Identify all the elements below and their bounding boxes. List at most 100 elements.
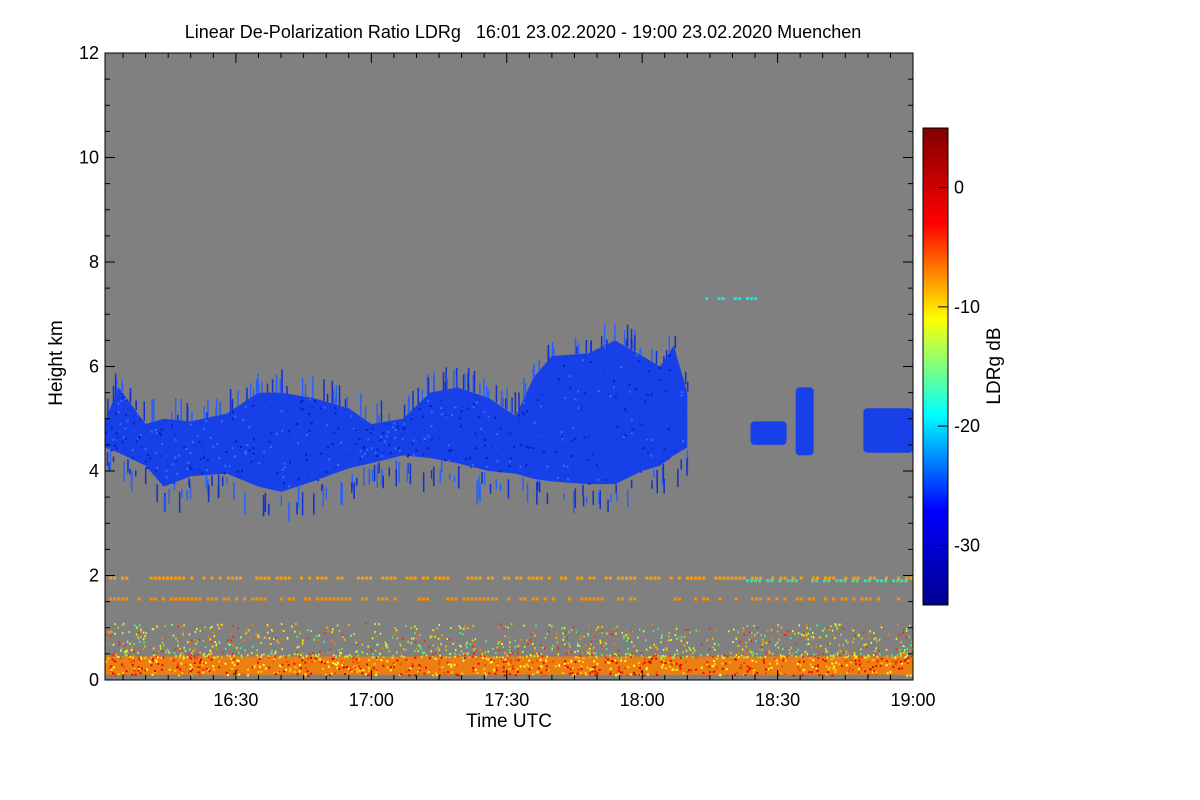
scatter-speck [588,650,591,653]
aerosol-speck [474,668,477,671]
cloud-speck [471,463,474,466]
scatter-speck [794,642,797,645]
scatter-speck [593,652,595,655]
aerosol-speck [232,658,235,661]
scatter-speck [747,655,749,658]
scatter-speck [202,654,205,657]
scatter-speck [576,642,579,645]
scatter-speck [757,656,760,659]
cloud-speck [448,458,451,461]
aerosol-speck [121,662,124,665]
scatter-speck [898,633,901,636]
cloud-speck [546,393,549,396]
cloud-streak [445,367,447,390]
aerosol-speck [375,656,378,659]
aerosol-speck [432,674,435,677]
scatter-speck [878,638,881,641]
aerosol-speck [409,667,412,670]
cloud-speck [199,457,202,460]
cloud-speck [402,426,405,429]
layer-speck [174,597,178,601]
layer-speck [153,597,157,601]
aerosol-speck [609,670,612,673]
cloud-streak [653,469,655,478]
cloud-speck [440,413,443,416]
cloud-streak [633,335,636,352]
scatter-speck [298,645,300,648]
cloud-speck [183,446,186,449]
scatter-speck [299,631,301,634]
scatter-speck [301,652,304,655]
scatter-speck [385,643,387,646]
scatter-speck [152,654,155,657]
scatter-speck [236,627,239,630]
cloud-speck [248,449,251,452]
aerosol-speck [201,664,204,667]
scatter-speck [294,654,297,657]
scatter-speck [226,653,229,656]
scatter-speck [502,645,505,648]
scatter-speck [860,652,862,655]
cloud-speck [564,397,567,400]
cloud-streak [264,492,267,511]
cloud-speck [231,417,234,420]
scatter-speck [592,646,595,649]
scatter-speck [108,642,111,645]
cloud-speck [300,396,303,399]
cloud-speck [218,457,221,460]
scatter-speck [802,634,804,637]
cloud-speck [233,455,236,458]
scatter-speck [661,656,664,659]
cloud-streak [217,474,220,499]
scatter-speck [868,655,870,658]
scatter-speck [384,641,386,644]
scatter-speck [183,646,185,649]
cloud-speck [124,427,127,430]
cloud-streak [233,482,235,501]
aerosol-speck [643,658,646,661]
cloud-speck [508,433,511,436]
layer-speck [259,576,263,580]
scatter-speck [908,624,911,627]
cloud-streak [536,481,538,505]
scatter-speck [232,644,234,647]
aerosol-speck [149,661,152,664]
aerosol-speck [799,664,802,667]
aerosol-speck [172,659,175,662]
aerosol-speck [112,666,115,669]
scatter-speck [577,644,579,647]
scatter-speck [526,655,528,658]
scatter-speck [421,655,423,658]
scatter-speck [352,656,355,659]
aerosol-speck [551,660,554,663]
scatter-speck [228,655,231,658]
scatter-speck [153,652,155,655]
aerosol-speck [490,658,493,661]
cloud-speck [337,464,340,467]
scatter-speck [240,636,242,639]
scatter-speck [664,655,667,658]
scatter-speck [152,647,155,650]
scatter-speck [860,648,862,651]
scatter-speck [785,633,787,636]
scatter-speck [839,654,841,657]
cloud-streak [256,379,258,395]
aerosol-speck [721,667,724,670]
aerosol-speck [399,663,402,666]
scatter-speck [577,650,579,653]
scatter-speck [749,631,751,634]
scatter-speck [625,653,627,656]
cloud-streak [572,491,575,514]
layer-speck [470,597,474,601]
cloud-speck [644,400,647,403]
scatter-speck [875,653,877,656]
scatter-speck [807,632,810,635]
cloud-streak [537,479,539,486]
scatter-speck [627,652,630,655]
aerosol-speck [706,661,709,664]
cloud-speck [616,393,619,396]
cloud-speck [401,438,404,441]
scatter-speck [473,648,475,651]
aerosol-speck [438,660,441,663]
cloud-speck [305,459,308,462]
